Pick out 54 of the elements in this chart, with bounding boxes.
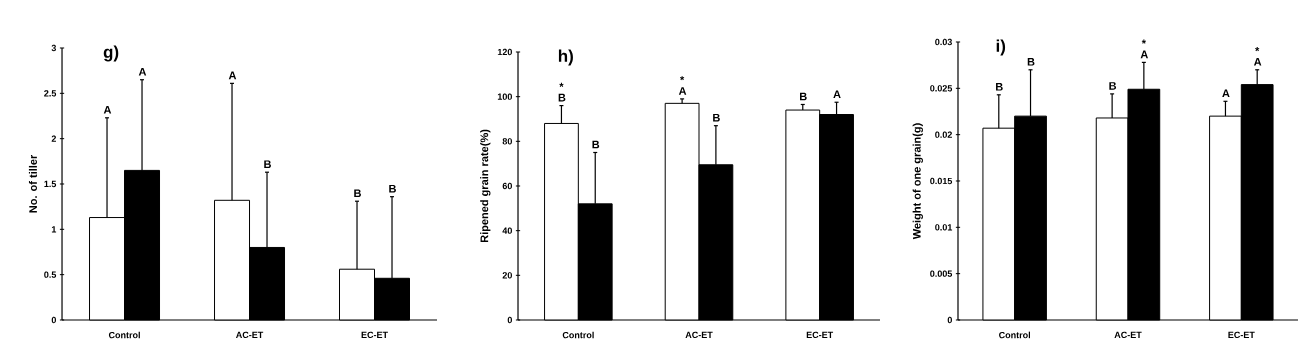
annotation: A — [228, 71, 237, 80]
annotation: A — [138, 67, 147, 76]
y-axis-title: Weight of one grain(g) — [912, 123, 923, 240]
annotation: * B — [558, 82, 566, 102]
chart-title: h) — [558, 49, 573, 66]
y-axis-title: Ripened grain rate(%) — [480, 129, 491, 243]
x-tick-label: Control — [562, 331, 594, 339]
y-tick-label: 0 — [507, 316, 512, 324]
y-tick-label: 0 — [947, 316, 952, 324]
annotation: B — [996, 83, 1003, 91]
y-tick-label: 1 — [51, 226, 57, 233]
y-tick-label: 0 — [51, 316, 56, 324]
y-tick-label: 0.03 — [935, 38, 952, 46]
y-tick-label: 0.025 — [930, 85, 953, 92]
y-tick-label: 120 — [497, 48, 512, 56]
annotation: B — [389, 184, 396, 193]
annotation: * A — [678, 76, 687, 95]
annotation: B — [354, 189, 361, 198]
y-tick-label: 0.02 — [935, 131, 952, 138]
x-tick-label: Control — [999, 331, 1031, 339]
annotation: B — [592, 140, 600, 149]
y-tick-label: 0.015 — [930, 177, 953, 185]
annotation: A — [103, 106, 112, 114]
x-tick-label: EC-ET — [1228, 331, 1255, 339]
x-tick-label: EC-ET — [361, 331, 388, 339]
annotation: A — [1222, 89, 1230, 98]
y-tick-label: 80 — [502, 138, 512, 145]
x-tick-label: Control — [108, 331, 140, 339]
annotation: A — [833, 90, 841, 99]
y-tick-label: 0.005 — [930, 270, 953, 277]
annotation: B — [800, 92, 807, 101]
y-tick-label: 60 — [502, 182, 512, 190]
annotation: B — [1027, 58, 1035, 66]
x-tick-label: EC-ET — [806, 331, 834, 339]
y-tick-label: 2 — [51, 135, 56, 142]
x-tick-label: AC-ET — [685, 331, 713, 339]
y-tick-label: 3 — [51, 44, 57, 52]
x-tick-label: AC-ET — [1114, 331, 1142, 339]
annotation: * A — [1253, 47, 1262, 66]
y-tick-label: 1.5 — [44, 180, 57, 188]
annotation: B — [713, 113, 720, 122]
y-tick-label: 0.01 — [935, 224, 953, 231]
y-axis-title: No. of tiller — [28, 154, 37, 213]
y-tick-label: 20 — [502, 272, 512, 279]
chart-title: g) — [103, 45, 119, 62]
y-tick-label: 0.5 — [44, 271, 57, 278]
y-tick-label: 40 — [502, 227, 512, 234]
chart-title: i) — [996, 39, 1006, 56]
annotation: * A — [1140, 39, 1149, 59]
annotation: B — [1109, 82, 1117, 90]
x-tick-label: AC-ET — [235, 331, 264, 339]
y-tick-label: 100 — [497, 93, 512, 100]
annotation: B — [264, 160, 271, 169]
y-tick-label: 2.5 — [44, 90, 57, 97]
